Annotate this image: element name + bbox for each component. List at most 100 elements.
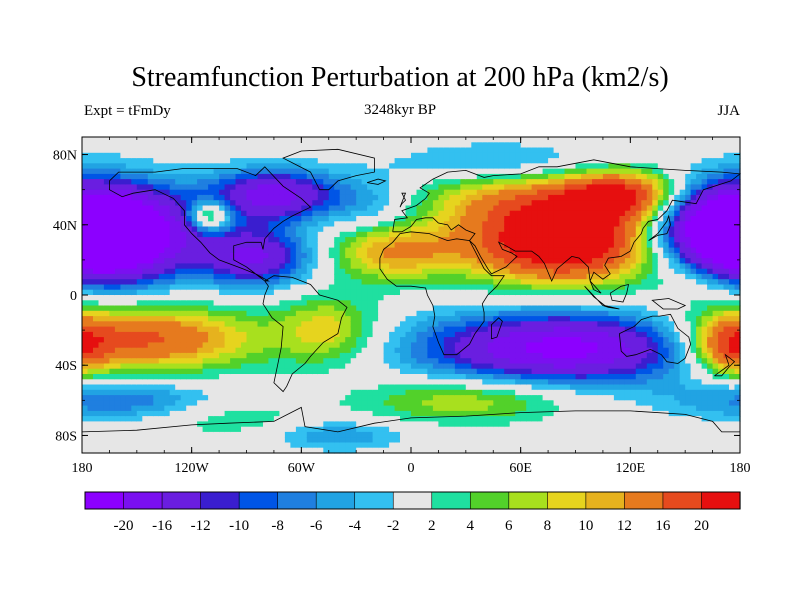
field-cell bbox=[515, 221, 522, 228]
field-cell bbox=[125, 226, 132, 233]
field-cell bbox=[432, 258, 439, 264]
field-cell bbox=[224, 358, 231, 365]
field-cell bbox=[383, 184, 390, 191]
field-cell bbox=[213, 142, 220, 149]
field-cell bbox=[164, 384, 171, 391]
field-cell bbox=[186, 152, 193, 159]
field-cell bbox=[169, 279, 176, 286]
field-cell bbox=[202, 389, 209, 396]
field-cell bbox=[531, 268, 538, 275]
field-cell bbox=[87, 337, 94, 343]
field-cell bbox=[98, 321, 105, 328]
field-cell bbox=[224, 273, 231, 280]
field-cell bbox=[125, 173, 132, 180]
field-cell bbox=[438, 400, 445, 407]
field-cell bbox=[356, 168, 363, 175]
field-cell bbox=[82, 226, 89, 233]
field-cell bbox=[98, 263, 105, 270]
field-cell bbox=[372, 237, 379, 243]
field-cell bbox=[180, 226, 187, 233]
field-cell bbox=[125, 221, 132, 228]
field-cell bbox=[87, 310, 94, 317]
field-cell bbox=[509, 321, 516, 328]
field-cell bbox=[438, 331, 445, 338]
field-cell bbox=[273, 421, 280, 428]
field-cell bbox=[153, 200, 160, 207]
field-cell bbox=[197, 410, 204, 417]
field-cell bbox=[312, 273, 319, 280]
field-cell bbox=[537, 163, 544, 170]
field-cell bbox=[487, 252, 494, 259]
field-cell bbox=[164, 273, 171, 280]
field-cell bbox=[147, 189, 154, 196]
field-cell bbox=[306, 358, 313, 365]
field-cell bbox=[306, 363, 313, 370]
field-cell bbox=[131, 374, 138, 380]
field-cell bbox=[515, 210, 522, 217]
field-cell bbox=[465, 416, 472, 422]
field-cell bbox=[372, 421, 379, 428]
field-cell bbox=[147, 395, 154, 401]
field-cell bbox=[257, 226, 264, 233]
field-cell bbox=[350, 252, 357, 259]
field-cell bbox=[449, 189, 456, 196]
field-cell bbox=[504, 268, 511, 275]
field-cell bbox=[504, 431, 511, 438]
field-cell bbox=[372, 194, 379, 201]
field-cell bbox=[509, 242, 516, 249]
field-cell bbox=[164, 342, 171, 349]
field-cell bbox=[345, 284, 352, 291]
field-cell bbox=[235, 426, 242, 433]
field-cell bbox=[301, 137, 308, 143]
field-cell bbox=[312, 410, 319, 417]
field-cell bbox=[301, 237, 308, 243]
field-cell bbox=[509, 326, 516, 333]
field-cell bbox=[350, 168, 357, 175]
field-cell bbox=[443, 442, 450, 449]
field-cell bbox=[361, 173, 368, 180]
field-cell bbox=[460, 216, 467, 222]
field-cell bbox=[427, 374, 434, 380]
field-cell bbox=[93, 337, 100, 343]
field-cell bbox=[465, 410, 472, 417]
field-cell bbox=[493, 326, 500, 333]
field-cell bbox=[153, 395, 160, 401]
field-cell bbox=[411, 337, 418, 343]
field-cell bbox=[82, 379, 89, 386]
field-cell bbox=[334, 395, 341, 401]
field-cell bbox=[295, 279, 302, 286]
field-cell bbox=[367, 273, 374, 280]
field-cell bbox=[208, 337, 215, 343]
field-cell bbox=[257, 179, 264, 185]
field-cell bbox=[153, 194, 160, 201]
field-cell bbox=[367, 205, 374, 212]
field-cell bbox=[389, 179, 396, 185]
field-cell bbox=[427, 337, 434, 343]
field-cell bbox=[147, 252, 154, 259]
field-cell bbox=[312, 163, 319, 170]
field-cell bbox=[131, 242, 138, 249]
field-cell bbox=[191, 137, 198, 143]
field-cell bbox=[109, 189, 116, 196]
field-cell bbox=[372, 252, 379, 259]
field-cell bbox=[153, 289, 160, 296]
field-cell bbox=[334, 216, 341, 222]
field-cell bbox=[438, 321, 445, 328]
field-cell bbox=[98, 295, 105, 301]
field-cell bbox=[531, 258, 538, 264]
field-cell bbox=[186, 147, 193, 154]
field-cell bbox=[197, 321, 204, 328]
field-cell bbox=[416, 384, 423, 391]
field-cell bbox=[416, 331, 423, 338]
field-cell bbox=[169, 184, 176, 191]
field-cell bbox=[460, 205, 467, 212]
field-cell bbox=[350, 242, 357, 249]
field-cell bbox=[114, 442, 121, 449]
field-cell bbox=[350, 389, 357, 396]
field-cell bbox=[131, 205, 138, 212]
field-cell bbox=[482, 295, 489, 301]
field-cell bbox=[125, 279, 132, 286]
field-cell bbox=[136, 137, 143, 143]
field-cell bbox=[191, 237, 198, 243]
field-cell bbox=[213, 305, 220, 312]
